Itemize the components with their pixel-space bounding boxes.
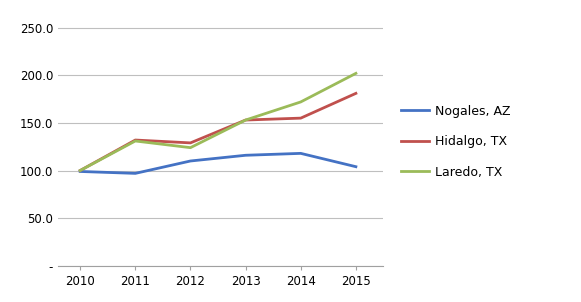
Line: Laredo, TX: Laredo, TX: [80, 73, 356, 171]
Nogales, AZ: [297, 152, 304, 155]
Nogales, AZ: [242, 153, 249, 157]
Laredo, TX: [132, 139, 139, 143]
Laredo, TX: [353, 72, 360, 75]
Laredo, TX: [77, 169, 84, 172]
Laredo, TX: [242, 118, 249, 122]
Line: Hidalgo, TX: Hidalgo, TX: [80, 93, 356, 171]
Hidalgo, TX: [297, 116, 304, 120]
Hidalgo, TX: [242, 118, 249, 122]
Nogales, AZ: [132, 172, 139, 175]
Nogales, AZ: [187, 159, 194, 163]
Line: Nogales, AZ: Nogales, AZ: [80, 153, 356, 173]
Legend: Nogales, AZ, Hidalgo, TX, Laredo, TX: Nogales, AZ, Hidalgo, TX, Laredo, TX: [401, 105, 511, 179]
Nogales, AZ: [77, 170, 84, 173]
Nogales, AZ: [353, 165, 360, 169]
Hidalgo, TX: [353, 92, 360, 95]
Laredo, TX: [297, 100, 304, 104]
Hidalgo, TX: [132, 138, 139, 142]
Hidalgo, TX: [77, 169, 84, 172]
Hidalgo, TX: [187, 141, 194, 145]
Laredo, TX: [187, 146, 194, 149]
